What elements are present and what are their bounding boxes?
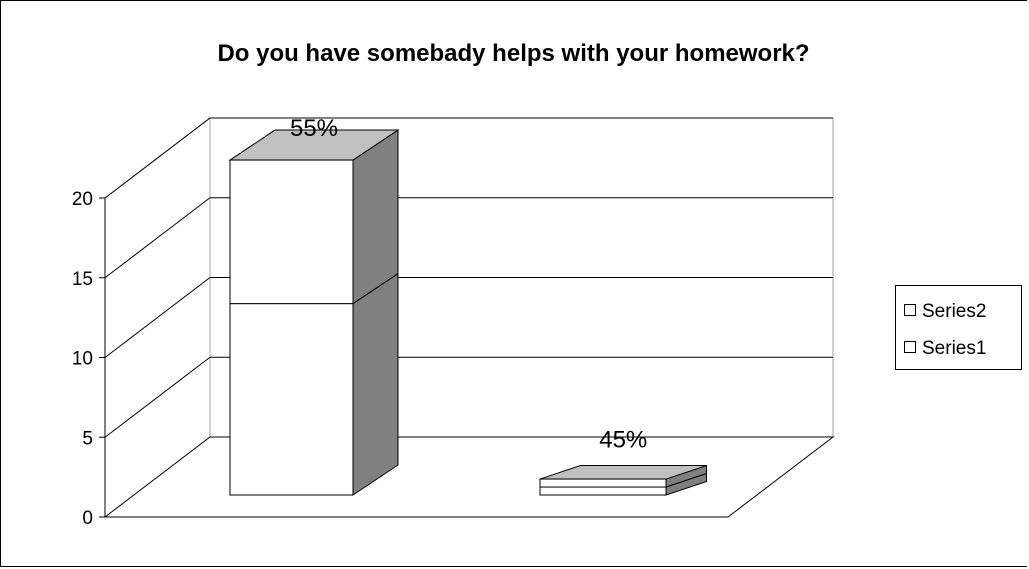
y-tick-label: 10 bbox=[72, 349, 93, 370]
gridline-side bbox=[104, 277, 211, 358]
column-segment-series2 bbox=[229, 159, 354, 305]
column-side-face bbox=[352, 272, 399, 496]
column-top-face bbox=[228, 129, 400, 161]
legend-swatch-series2 bbox=[904, 304, 916, 316]
y-tick-label: 20 bbox=[72, 189, 93, 210]
column-top-face bbox=[539, 465, 707, 480]
legend-swatch-series1 bbox=[904, 341, 916, 353]
column-segment-series1 bbox=[229, 303, 354, 496]
data-label: 55% bbox=[290, 115, 338, 142]
gridline-side bbox=[104, 197, 211, 279]
data-label: 45% bbox=[599, 427, 647, 454]
legend: Series2 Series1 bbox=[895, 285, 1022, 370]
legend-item-series1: Series1 bbox=[904, 338, 986, 360]
gridline-side bbox=[104, 117, 211, 199]
y-tick-label: 0 bbox=[82, 508, 93, 529]
column-segment-series2 bbox=[539, 478, 667, 488]
legend-label-series2: Series2 bbox=[922, 301, 987, 322]
gridline-side bbox=[104, 356, 211, 438]
column-segment-series1 bbox=[539, 486, 667, 496]
legend-label-series1: Series1 bbox=[922, 338, 987, 359]
y-tick-label: 5 bbox=[82, 428, 93, 449]
legend-item-series2: Series2 bbox=[904, 301, 986, 323]
y-tick-label: 15 bbox=[72, 269, 93, 290]
chart-title: Do you have somebady helps with your hom… bbox=[217, 40, 810, 67]
floor-outline bbox=[104, 436, 835, 518]
